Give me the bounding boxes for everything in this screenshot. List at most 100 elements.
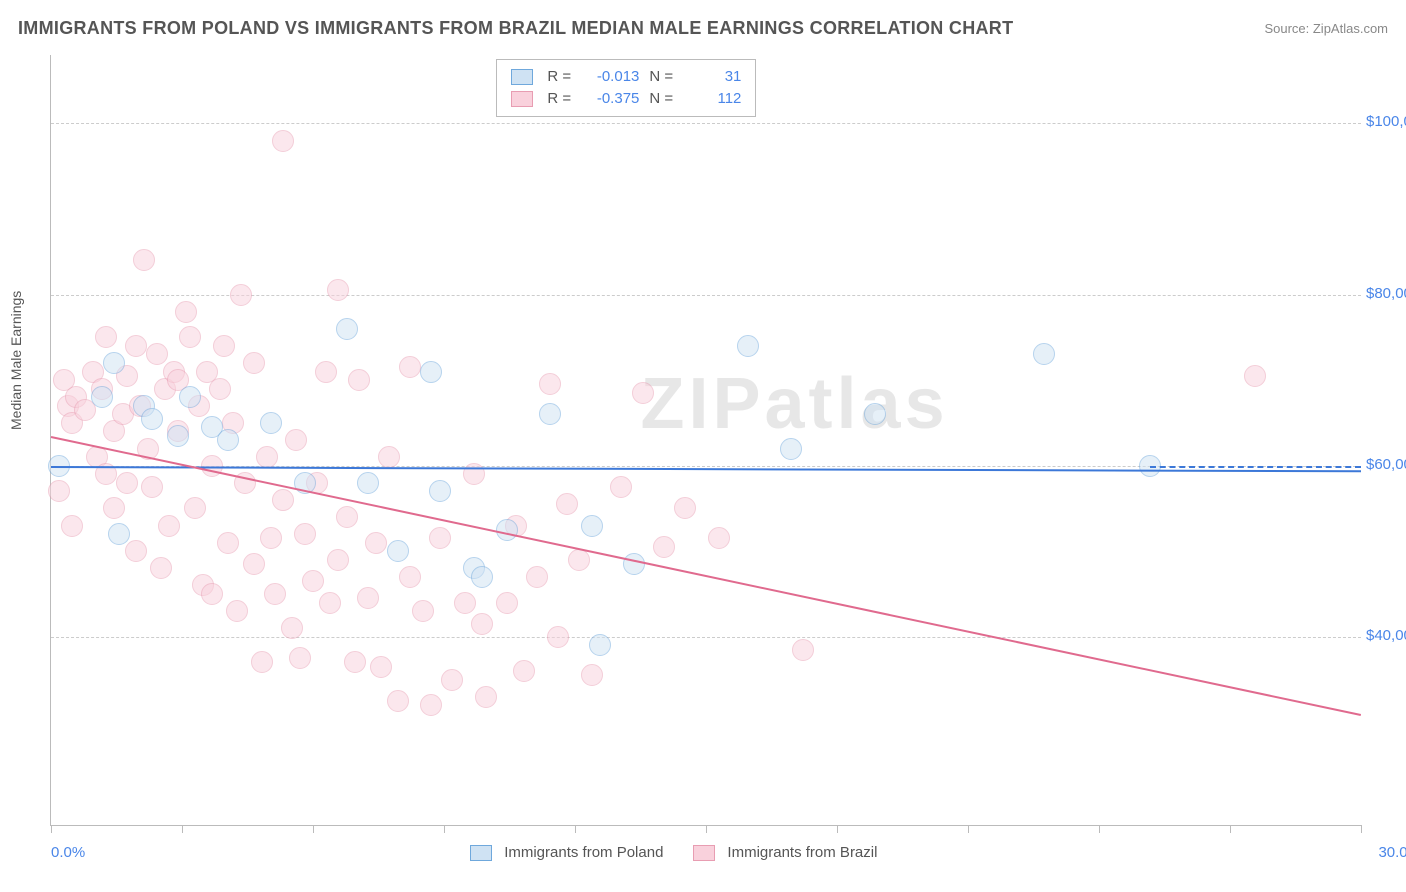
data-point (653, 536, 675, 558)
y-tick-label: $40,000 (1366, 627, 1406, 644)
x-tick (837, 825, 838, 833)
data-point (146, 343, 168, 365)
data-point (1033, 343, 1055, 365)
data-point (344, 651, 366, 673)
legend-label: Immigrants from Poland (504, 844, 663, 861)
data-point (272, 130, 294, 152)
y-tick-label: $100,000 (1366, 113, 1406, 130)
data-point (150, 557, 172, 579)
data-point (429, 480, 451, 502)
data-point (336, 318, 358, 340)
data-point (399, 356, 421, 378)
regression-dash (1150, 466, 1361, 468)
data-point (260, 527, 282, 549)
data-point (226, 600, 248, 622)
watermark: ZIPatlas (641, 363, 949, 445)
data-point (243, 553, 265, 575)
data-point (792, 639, 814, 661)
data-point (48, 480, 70, 502)
x-tick (1230, 825, 1231, 833)
data-point (184, 497, 206, 519)
data-point (272, 489, 294, 511)
legend-row: R =-0.013N =31 (511, 66, 741, 88)
chart-title: IMMIGRANTS FROM POLAND VS IMMIGRANTS FRO… (18, 18, 1013, 39)
data-point (539, 403, 561, 425)
data-point (420, 694, 442, 716)
data-point (133, 249, 155, 271)
data-point (209, 378, 231, 400)
chart-header: IMMIGRANTS FROM POLAND VS IMMIGRANTS FRO… (18, 18, 1388, 39)
data-point (103, 497, 125, 519)
data-point (243, 352, 265, 374)
data-point (217, 532, 239, 554)
legend-swatch (693, 845, 715, 861)
data-point (103, 352, 125, 374)
x-tick (575, 825, 576, 833)
data-point (302, 570, 324, 592)
chart-source: Source: ZipAtlas.com (1264, 21, 1388, 36)
data-point (471, 566, 493, 588)
correlation-legend: R =-0.013N =31R =-0.375N =112 (496, 59, 756, 117)
data-point (294, 523, 316, 545)
data-point (357, 472, 379, 494)
legend-value: -0.375 (583, 88, 639, 110)
data-point (539, 373, 561, 395)
data-point (526, 566, 548, 588)
x-tick (51, 825, 52, 833)
data-point (737, 335, 759, 357)
data-point (289, 647, 311, 669)
data-point (91, 386, 113, 408)
x-axis-max-label: 30.0% (1378, 844, 1406, 861)
x-tick (706, 825, 707, 833)
data-point (412, 600, 434, 622)
data-point (370, 656, 392, 678)
data-point (260, 412, 282, 434)
y-tick-label: $80,000 (1366, 285, 1406, 302)
data-point (213, 335, 235, 357)
data-point (256, 446, 278, 468)
y-tick-label: $60,000 (1366, 456, 1406, 473)
data-point (581, 515, 603, 537)
data-point (556, 493, 578, 515)
data-point (201, 583, 223, 605)
legend-swatch (511, 91, 533, 107)
data-point (581, 664, 603, 686)
x-tick (1099, 825, 1100, 833)
data-point (336, 506, 358, 528)
data-point (864, 403, 886, 425)
data-point (674, 497, 696, 519)
data-point (319, 592, 341, 614)
legend-value: 112 (685, 88, 741, 110)
legend-row: R =-0.375N =112 (511, 88, 741, 110)
data-point (780, 438, 802, 460)
plot-area: ZIPatlas $40,000$60,000$80,000$100,0000.… (50, 55, 1361, 826)
data-point (610, 476, 632, 498)
legend-swatch (511, 69, 533, 85)
legend-swatch (470, 845, 492, 861)
data-point (496, 592, 518, 614)
data-point (568, 549, 590, 571)
data-point (285, 429, 307, 451)
data-point (251, 651, 273, 673)
legend-key: N = (649, 66, 675, 88)
legend-value: -0.013 (583, 66, 639, 88)
x-tick (444, 825, 445, 833)
data-point (420, 361, 442, 383)
data-point (475, 686, 497, 708)
x-tick (182, 825, 183, 833)
data-point (141, 476, 163, 498)
data-point (217, 429, 239, 451)
data-point (513, 660, 535, 682)
series-legend: Immigrants from Poland Immigrants from Br… (470, 844, 877, 861)
regression-line (51, 436, 1361, 716)
data-point (116, 472, 138, 494)
x-tick (313, 825, 314, 833)
data-point (357, 587, 379, 609)
legend-label: Immigrants from Brazil (727, 844, 877, 861)
legend-item: Immigrants from Brazil (693, 844, 877, 861)
data-point (95, 326, 117, 348)
grid-line (51, 637, 1361, 638)
data-point (264, 583, 286, 605)
grid-line (51, 123, 1361, 124)
data-point (496, 519, 518, 541)
